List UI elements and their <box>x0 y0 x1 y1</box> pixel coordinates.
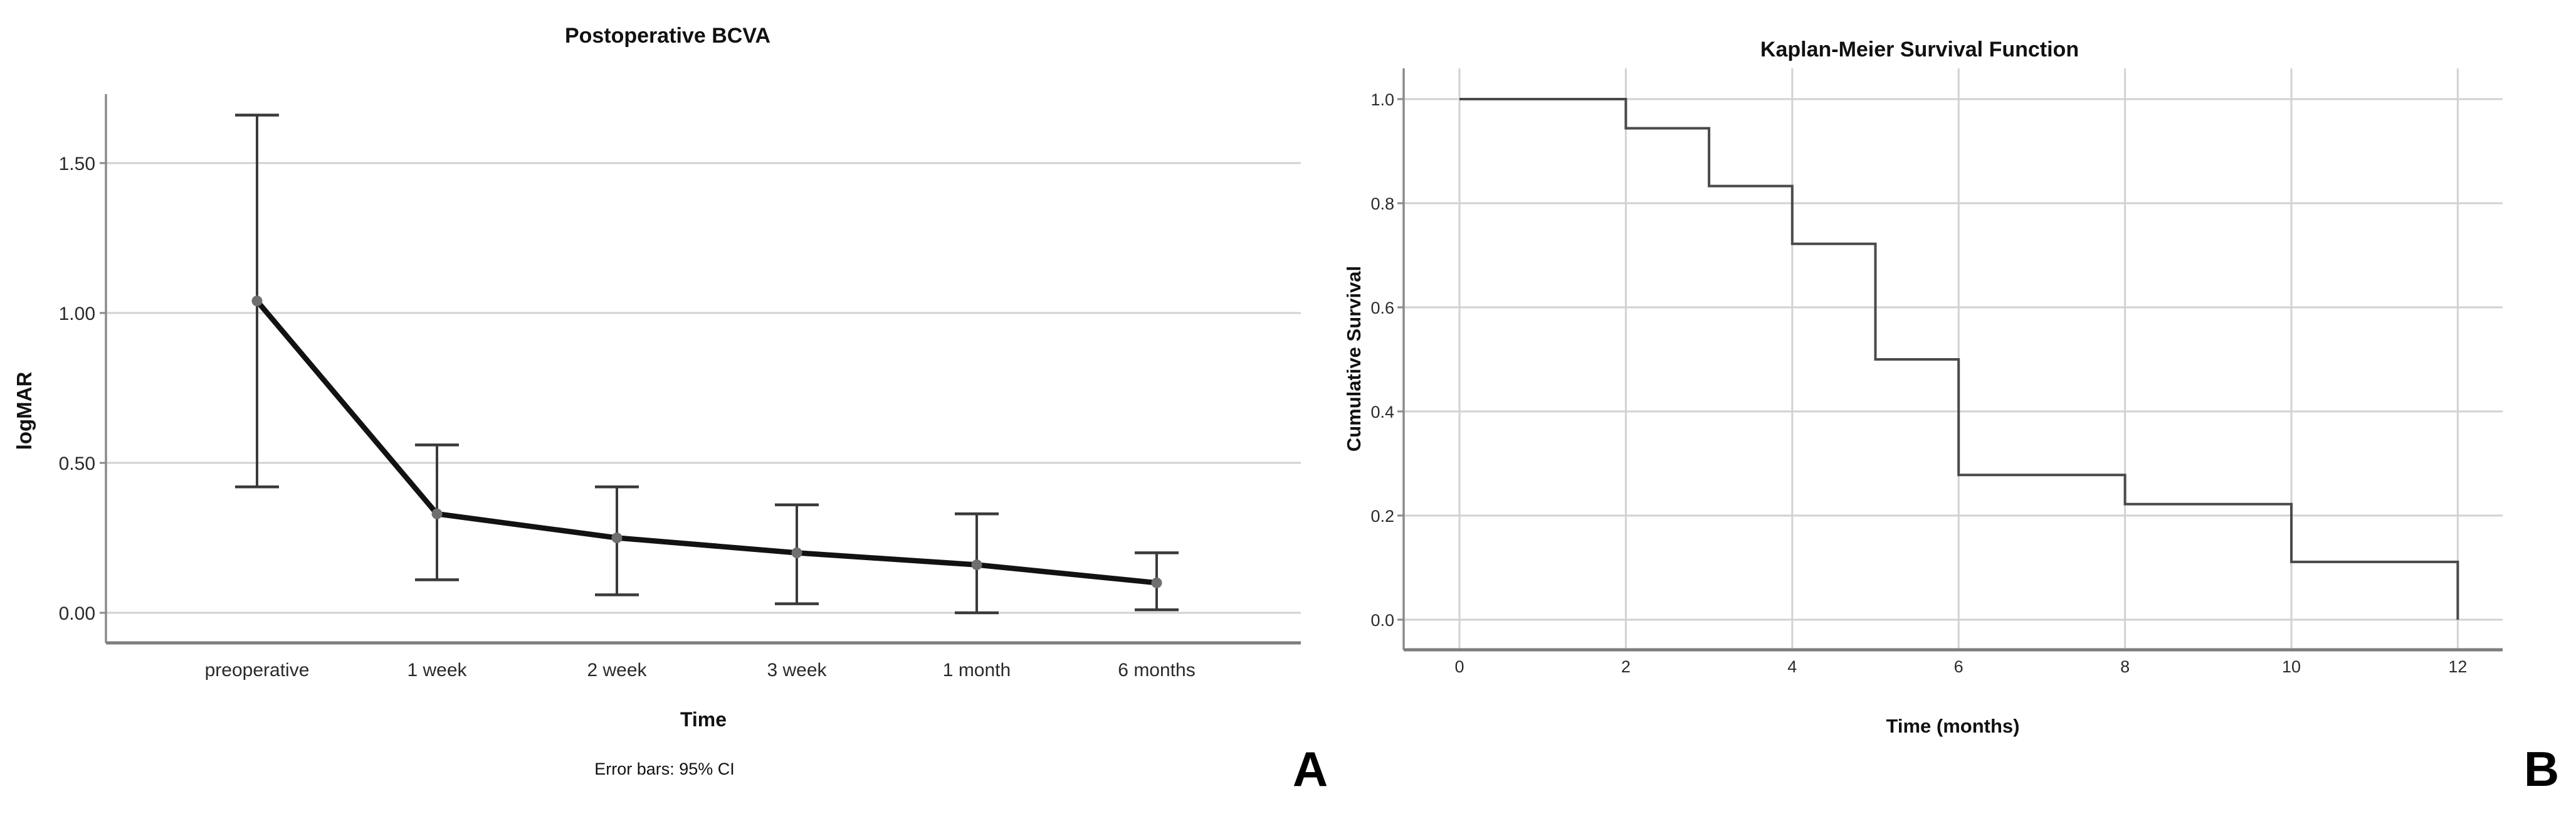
bcva-y-tick-label: 1.00 <box>59 304 95 324</box>
bcva-y-axis-title: logMAR <box>13 372 36 450</box>
panel-b-letter: B <box>2524 741 2559 797</box>
bcva-x-tick-label: preoperative <box>205 660 310 681</box>
km-x-tick-label: 6 <box>1954 657 1964 676</box>
bcva-data-marker <box>971 559 982 571</box>
panel-a-letter: A <box>1293 741 1328 797</box>
bcva-series-line <box>254 298 1160 586</box>
bcva-x-tick-label: 6 months <box>1118 660 1195 681</box>
bcva-data-marker <box>251 295 263 307</box>
bcva-y-tick-label: 0.00 <box>59 603 95 624</box>
km-y-axis-title: Cumulative Survival <box>1343 266 1365 452</box>
bcva-data-marker <box>1151 577 1162 588</box>
km-y-tick-label: 0.8 <box>1370 194 1394 213</box>
bcva-x-tick-label: 3 week <box>767 660 827 681</box>
km-x-tick-label: 0 <box>1454 657 1464 676</box>
bcva-y-tick-label: 0.50 <box>59 453 95 474</box>
km-y-tick-label: 1.0 <box>1370 90 1394 109</box>
bcva-footnote: Error bars: 95% CI <box>594 760 735 778</box>
bcva-data-marker <box>611 533 623 543</box>
bcva-data-marker <box>431 508 443 519</box>
km-x-tick-label: 12 <box>2448 657 2467 676</box>
km-title: Kaplan-Meier Survival Function <box>1760 38 2079 61</box>
km-y-tick-label: 0.4 <box>1370 403 1394 421</box>
bcva-y-tick-label: 1.50 <box>59 154 95 174</box>
km-y-tick-label: 0.2 <box>1370 507 1394 526</box>
km-x-axis-title: Time (months) <box>1886 715 2020 737</box>
km-survival-curve <box>1459 98 2459 620</box>
km-x-tick-label: 8 <box>2120 657 2130 676</box>
km-x-tick-label: 4 <box>1787 657 1797 676</box>
km-y-tick-label: 0.0 <box>1370 611 1394 630</box>
bcva-x-tick-label: 1 month <box>943 660 1011 681</box>
km-x-tick-label: 10 <box>2282 657 2301 676</box>
km-y-tick-label: 0.6 <box>1370 299 1394 317</box>
bcva-data-marker <box>791 547 802 558</box>
bcva-title: Postoperative BCVA <box>565 24 770 48</box>
bcva-x-tick-label: 2 week <box>587 660 647 681</box>
bcva-x-tick-label: 1 week <box>407 660 467 681</box>
bcva-x-axis-title: Time <box>680 708 727 731</box>
km-x-tick-label: 2 <box>1621 657 1631 676</box>
